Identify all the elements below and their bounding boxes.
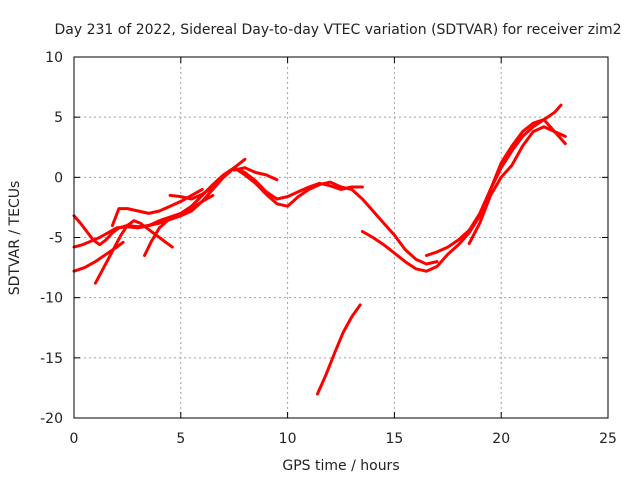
y-tick-labels: -20 -15 -10 -5 0 5 10 xyxy=(40,50,63,427)
x-tick-label: 15 xyxy=(385,431,403,447)
y-tick-label: 10 xyxy=(45,50,63,66)
series-line-arc-4 xyxy=(93,219,174,285)
series-line-arc-2 xyxy=(72,193,215,249)
y-tick-label: -15 xyxy=(40,351,63,367)
series-line-arc-10 xyxy=(424,103,563,257)
series-lines xyxy=(72,103,567,396)
series-line-arc-7 xyxy=(168,166,439,266)
series-line-arc-9 xyxy=(360,118,567,273)
y-tick-label: -10 xyxy=(40,291,63,307)
y-tick-label: 0 xyxy=(54,170,63,186)
y-tick-label: -20 xyxy=(40,411,63,427)
tick-marks xyxy=(73,56,609,419)
series-line-arc-3 xyxy=(72,240,125,273)
series-line-arc-11 xyxy=(467,125,567,245)
x-tick-label: 10 xyxy=(279,431,297,447)
y-axis-label: SDTVAR / TECUs xyxy=(7,181,23,296)
y-tick-label: -5 xyxy=(49,231,63,247)
x-tick-labels: 0 5 10 15 20 25 xyxy=(70,431,617,447)
x-tick-label: 0 xyxy=(70,431,79,447)
x-axis-label: GPS time / hours xyxy=(282,458,399,474)
series-line-arc-8 xyxy=(232,166,279,182)
series-line-arc-1 xyxy=(72,157,247,247)
x-tick-label: 5 xyxy=(176,431,185,447)
y-tick-label: 5 xyxy=(54,110,63,126)
chart-title: Day 231 of 2022, Sidereal Day-to-day VTE… xyxy=(55,22,622,38)
series-line-arc-12 xyxy=(316,303,362,396)
x-tick-label: 25 xyxy=(599,431,617,447)
grid-lines xyxy=(74,57,608,418)
x-tick-label: 20 xyxy=(492,431,510,447)
